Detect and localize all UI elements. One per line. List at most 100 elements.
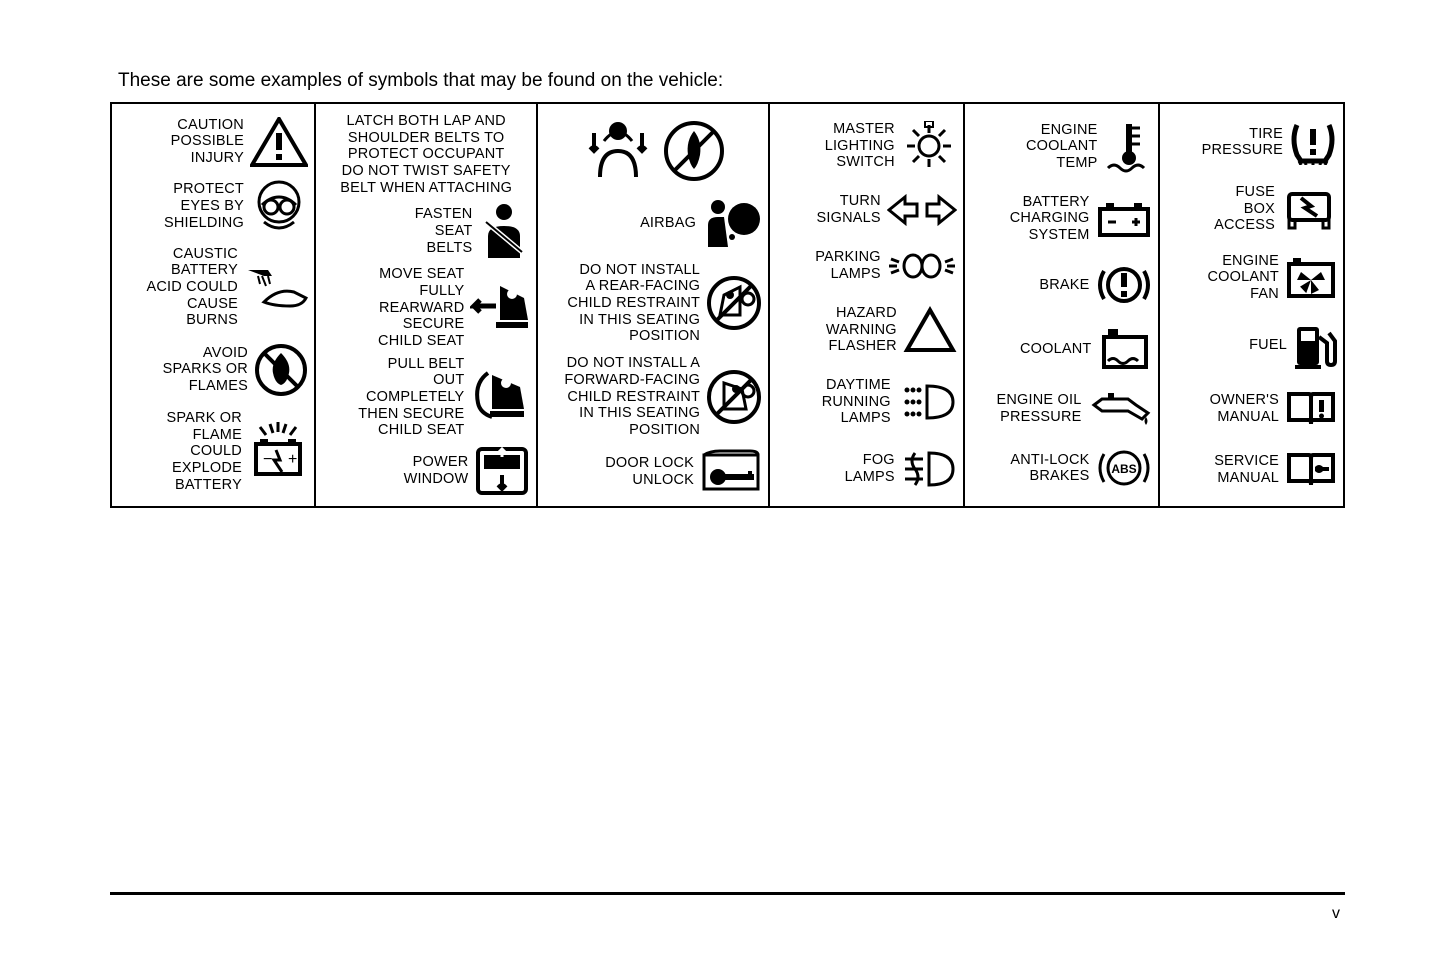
power-window-icon — [474, 445, 530, 497]
label-eyes: PROTECT EYES BY SHIELDING — [164, 181, 244, 231]
label-childseat-belt: PULL BELT OUT COMPLETELY THEN SECURE CHI… — [358, 356, 464, 439]
no-flame-icon — [254, 343, 308, 397]
label-fasten: FASTEN SEAT BELTS — [415, 206, 473, 256]
label-no-rear-child: DO NOT INSTALL A REAR-FACING CHILD RESTR… — [567, 262, 700, 345]
cell-fog: FOG LAMPS — [774, 446, 959, 492]
oil-icon — [1088, 391, 1152, 427]
fuel-icon — [1293, 321, 1337, 369]
battery-spark-icon: −+ — [248, 422, 308, 482]
label-coolant: COOLANT — [1020, 341, 1092, 358]
cell-acid: CAUSTIC BATTERY ACID COULD CAUSE BURNS — [116, 243, 310, 332]
cell-drl: DAYTIME RUNNING LAMPS — [774, 374, 959, 430]
label-coolant-temp: ENGINE COOLANT TEMP — [1026, 122, 1098, 172]
manual-page: These are some examples of symbols that … — [0, 0, 1445, 965]
label-abs: ANTI-LOCK BRAKES — [1010, 452, 1089, 485]
cell-fuel: FUEL — [1164, 318, 1339, 372]
cell-hazard: HAZARD WARNING FLASHER — [774, 302, 959, 358]
cell-fasten: FASTEN SEAT BELTS — [320, 199, 532, 263]
svg-text:−: − — [263, 451, 272, 468]
abs-icon: ABS — [1096, 446, 1152, 490]
cell-parking: PARKING LAMPS — [774, 246, 959, 286]
cell-noflame: AVOID SPARKS OR FLAMES — [116, 340, 310, 400]
column-4: MASTER LIGHTING SWITCH TURN SIGNALS PARK… — [770, 104, 965, 506]
label-fan: ENGINE COOLANT FAN — [1207, 253, 1279, 303]
cell-childseat-rear: MOVE SEAT FULLY REARWARD SECURE CHILD SE… — [320, 263, 532, 352]
cell-no-rear-child: DO NOT INSTALL A REAR-FACING CHILD RESTR… — [542, 259, 764, 348]
label-turn: TURN SIGNALS — [817, 193, 881, 226]
cell-abs: ANTI-LOCK BRAKES ABS — [969, 443, 1154, 493]
label-drl: DAYTIME RUNNING LAMPS — [822, 377, 891, 427]
svg-text:+: + — [288, 451, 297, 468]
cell-latch: LATCH BOTH LAP AND SHOULDER BELTS TO PRO… — [320, 110, 532, 199]
label-acid: CAUSTIC BATTERY ACID COULD CAUSE BURNS — [147, 246, 238, 329]
label-doorlock: DOOR LOCK UNLOCK — [605, 455, 694, 488]
label-oil: ENGINE OIL PRESSURE — [997, 392, 1082, 425]
warning-triangle-icon — [250, 117, 308, 167]
label-no-fwd-child: DO NOT INSTALL A FORWARD-FACING CHILD RE… — [564, 355, 700, 438]
label-fuse: FUSE BOX ACCESS — [1214, 184, 1275, 234]
column-2: LATCH BOTH LAP AND SHOULDER BELTS TO PRO… — [316, 104, 538, 506]
label-fuel: FUEL — [1249, 337, 1287, 354]
owners-manual-icon — [1285, 388, 1337, 430]
label-latch: LATCH BOTH LAP AND SHOULDER BELTS TO PRO… — [340, 113, 512, 196]
label-childseat-rear: MOVE SEAT FULLY REARWARD SECURE CHILD SE… — [378, 266, 464, 349]
drl-icon — [897, 380, 957, 424]
cell-owners: OWNER'S MANUAL — [1164, 385, 1339, 433]
door-lock-icon — [700, 449, 762, 495]
label-service: SERVICE MANUAL — [1214, 453, 1279, 486]
fog-icon — [901, 449, 957, 489]
coolant-temp-icon — [1104, 120, 1152, 174]
fan-icon — [1285, 256, 1337, 300]
cell-belt-diagram — [542, 112, 764, 188]
label-hazard: HAZARD WARNING FLASHER — [826, 305, 897, 355]
label-power-window: POWER WINDOW — [404, 454, 469, 487]
cell-oil: ENGINE OIL PRESSURE — [969, 388, 1154, 430]
cell-batt-spark: SPARK OR FLAME COULD EXPLODE BATTERY −+ — [116, 407, 310, 496]
label-battery: BATTERY CHARGING SYSTEM — [1010, 194, 1090, 244]
cell-tpms: TIRE PRESSURE — [1164, 116, 1339, 168]
label-noflame: AVOID SPARKS OR FLAMES — [163, 345, 248, 395]
svg-text:ABS: ABS — [1111, 462, 1136, 476]
label-fog: FOG LAMPS — [845, 452, 895, 485]
label-airbag: AIRBAG — [640, 215, 696, 232]
parking-lamps-icon — [887, 249, 957, 283]
column-6: TIRE PRESSURE FUSE BOX ACCESS ENGINE COO… — [1160, 104, 1343, 506]
label-batt-spark: SPARK OR FLAME COULD EXPLODE BATTERY — [166, 410, 241, 493]
label-tpms: TIRE PRESSURE — [1202, 126, 1283, 159]
cell-master-light: MASTER LIGHTING SWITCH — [774, 118, 959, 174]
cell-airbag: AIRBAG — [542, 192, 764, 254]
no-fwd-child-icon — [706, 369, 762, 425]
cell-power-window: POWER WINDOW — [320, 442, 532, 500]
belt-diagram-icon — [578, 115, 728, 185]
brake-icon — [1096, 263, 1152, 307]
cell-coolant: COOLANT — [969, 324, 1154, 374]
page-number: v — [1332, 905, 1340, 923]
cell-coolant-temp: ENGINE COOLANT TEMP — [969, 117, 1154, 177]
cell-fuse: FUSE BOX ACCESS — [1164, 181, 1339, 237]
airbag-icon — [702, 195, 762, 251]
cell-no-fwd-child: DO NOT INSTALL A FORWARD-FACING CHILD RE… — [542, 352, 764, 441]
symbols-table: CAUTION POSSIBLE INJURY PROTECT EYES BY … — [110, 102, 1345, 508]
cell-battery: BATTERY CHARGING SYSTEM — [969, 191, 1154, 247]
no-rear-child-icon — [706, 275, 762, 331]
fuse-icon — [1281, 188, 1337, 230]
acid-hand-icon — [244, 262, 308, 312]
cell-service: SERVICE MANUAL — [1164, 446, 1339, 494]
column-5: ENGINE COOLANT TEMP BATTERY CHARGING SYS… — [965, 104, 1160, 506]
cell-eyes: PROTECT EYES BY SHIELDING — [116, 177, 310, 235]
footer-rule — [110, 892, 1345, 895]
label-caution: CAUTION POSSIBLE INJURY — [171, 117, 244, 167]
cell-caution: CAUTION POSSIBLE INJURY — [116, 114, 310, 170]
tpms-icon — [1289, 119, 1337, 165]
seatbelt-icon — [478, 202, 530, 260]
cell-fan: ENGINE COOLANT FAN — [1164, 250, 1339, 306]
column-1: CAUTION POSSIBLE INJURY PROTECT EYES BY … — [112, 104, 316, 506]
hazard-icon — [903, 306, 957, 354]
master-light-icon — [901, 121, 957, 171]
turn-signals-icon — [887, 193, 957, 227]
label-master-light: MASTER LIGHTING SWITCH — [825, 121, 895, 171]
cell-childseat-belt: PULL BELT OUT COMPLETELY THEN SECURE CHI… — [320, 353, 532, 442]
column-3: AIRBAG DO NOT INSTALL A REAR-FACING CHIL… — [538, 104, 770, 506]
intro-text: These are some examples of symbols that … — [118, 70, 1345, 92]
child-seat-rear-icon — [470, 280, 530, 336]
